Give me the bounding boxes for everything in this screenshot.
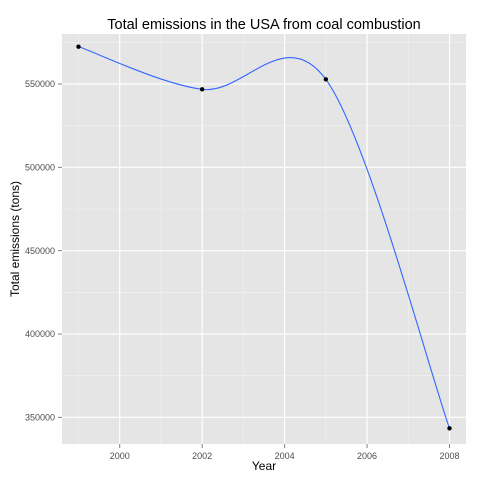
y-axis-title: Total emissions (tons) xyxy=(8,181,22,297)
x-tick-label: 2000 xyxy=(110,451,130,461)
x-axis: 2000 2002 2004 2006 2008 xyxy=(110,444,460,461)
data-point xyxy=(323,77,329,82)
plot-panel xyxy=(62,34,466,444)
x-tick-label: 2008 xyxy=(439,451,459,461)
series-layer xyxy=(78,46,451,429)
minor-gridlines xyxy=(62,34,466,444)
y-tick-label: 450000 xyxy=(25,246,55,256)
data-point xyxy=(76,44,81,49)
y-tick-label: 400000 xyxy=(25,329,55,339)
x-tick-label: 2002 xyxy=(192,451,212,461)
data-point xyxy=(199,87,205,92)
y-tick-label: 550000 xyxy=(25,79,55,89)
major-gridlines xyxy=(62,34,466,444)
x-axis-title: Year xyxy=(252,459,276,473)
chart-title: Total emissions in the USA from coal com… xyxy=(107,17,421,33)
data-point xyxy=(447,426,452,431)
x-tick-label: 2004 xyxy=(275,451,295,461)
y-axis: 350000 400000 450000 500000 550000 xyxy=(25,79,62,423)
y-tick-label: 350000 xyxy=(25,413,55,423)
x-tick-label: 2006 xyxy=(357,451,377,461)
y-tick-label: 500000 xyxy=(25,163,55,173)
points-layer xyxy=(76,44,452,431)
series-line xyxy=(78,46,451,429)
